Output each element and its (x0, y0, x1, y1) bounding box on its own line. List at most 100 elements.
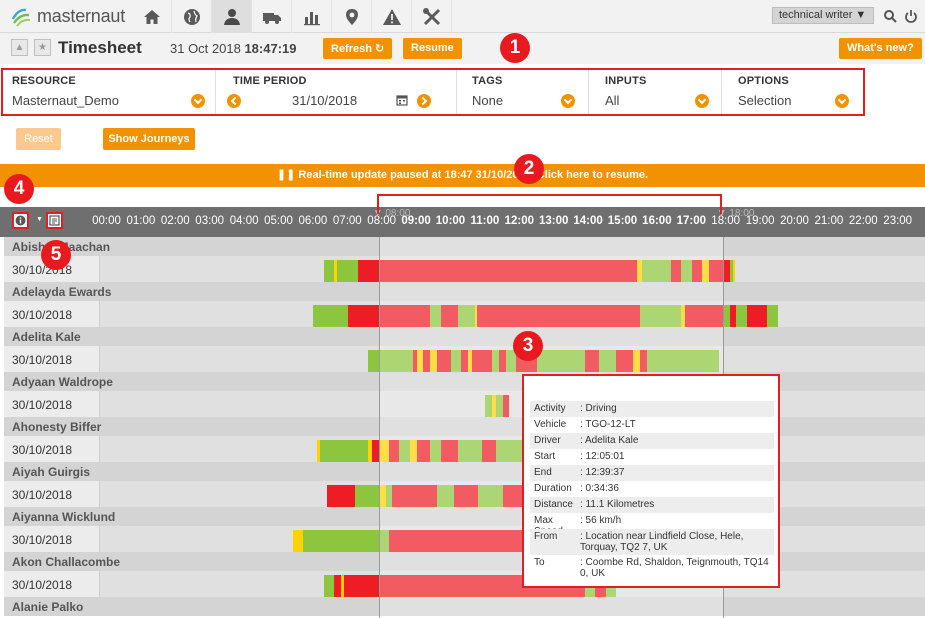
activity-segment[interactable] (416, 350, 424, 372)
activity-segment[interactable] (746, 305, 768, 327)
activity-segment[interactable] (440, 440, 458, 462)
activity-segment[interactable] (502, 395, 510, 417)
activity-segment[interactable] (536, 350, 586, 372)
activity-segment[interactable] (430, 305, 441, 327)
tags-dropdown-icon[interactable] (561, 94, 575, 108)
masternaut-logo[interactable]: masternaut (10, 4, 125, 28)
collapse-up-icon[interactable]: ▲ (11, 39, 28, 56)
activity-segment[interactable] (364, 260, 637, 282)
refresh-button[interactable]: Refresh ↻ (323, 38, 393, 59)
activity-segment[interactable] (485, 395, 493, 417)
activity-segment[interactable] (368, 350, 414, 372)
activity-segment[interactable] (437, 485, 455, 507)
activity-segment[interactable] (616, 350, 634, 372)
activity-segment[interactable] (378, 485, 386, 507)
bar-chart-icon[interactable] (292, 0, 332, 33)
power-icon[interactable] (904, 9, 918, 23)
activity-segment[interactable] (492, 350, 500, 372)
activity-segment[interactable] (492, 395, 496, 417)
activity-segment[interactable] (457, 440, 482, 462)
activity-segment[interactable] (476, 305, 641, 327)
show-journeys-button[interactable]: Show Journeys (103, 128, 195, 150)
driver-name-row[interactable]: Adyaan Waldrope (4, 372, 925, 391)
activity-segment[interactable] (378, 440, 389, 462)
activity-segment[interactable] (461, 350, 469, 372)
activity-segment[interactable] (640, 305, 682, 327)
activity-segment[interactable] (323, 575, 334, 597)
activity-segment[interactable] (333, 260, 338, 282)
range-handle[interactable]: ▼ 18:00 (717, 208, 755, 219)
activity-segment[interactable] (691, 260, 703, 282)
activity-segment[interactable] (681, 260, 692, 282)
activity-segment[interactable] (454, 485, 479, 507)
activity-segment[interactable] (437, 350, 451, 372)
time-period-filter[interactable]: TIME PERIOD 31/10/2018 (216, 67, 457, 115)
activity-segment[interactable] (389, 440, 400, 462)
activity-segment[interactable] (344, 575, 355, 597)
activity-segment[interactable] (450, 350, 462, 372)
activity-segment[interactable] (399, 440, 410, 462)
activity-segment[interactable] (416, 440, 431, 462)
activity-segment[interactable] (722, 305, 730, 327)
activity-segment[interactable] (430, 350, 438, 372)
activity-segment[interactable] (647, 350, 720, 372)
globe-icon[interactable] (172, 0, 212, 33)
activity-segment[interactable] (733, 260, 736, 282)
activity-segment[interactable] (471, 350, 493, 372)
activity-segment[interactable] (340, 575, 345, 597)
activity-segment[interactable] (327, 485, 355, 507)
activity-segment[interactable] (413, 350, 417, 372)
map-pin-icon[interactable] (332, 0, 372, 33)
truck-icon[interactable] (252, 0, 292, 33)
activity-segment[interactable] (409, 440, 417, 462)
activity-segment[interactable] (440, 305, 458, 327)
activity-segment[interactable] (681, 305, 685, 327)
activity-segment[interactable] (481, 440, 496, 462)
activity-segment[interactable] (729, 305, 737, 327)
activity-segment[interactable] (423, 350, 431, 372)
activity-segment[interactable] (505, 350, 517, 372)
activity-segment[interactable] (389, 530, 534, 552)
driver-name-row[interactable]: Adelayda Ewards (4, 282, 925, 301)
activity-segment[interactable] (303, 530, 390, 552)
activity-segment[interactable] (702, 260, 709, 282)
options-dropdown-icon[interactable] (835, 94, 849, 108)
realtime-paused-banner[interactable]: ❚❚ Real-time update paused at 18:47 31/1… (0, 164, 925, 187)
driver-name-row[interactable]: Ahonesty Biffer (4, 417, 925, 436)
activity-segment[interactable] (323, 260, 334, 282)
activity-segment[interactable] (371, 440, 379, 462)
activity-segment[interactable] (636, 260, 642, 282)
activity-segment[interactable] (671, 260, 682, 282)
activity-segment[interactable] (641, 260, 672, 282)
driver-name-row[interactable]: Aiyah Guirgis (4, 462, 925, 481)
inputs-filter[interactable]: INPUTS All (589, 67, 722, 115)
resume-button[interactable]: Resume (403, 38, 462, 59)
activity-segment[interactable] (368, 440, 372, 462)
caret-down-icon[interactable]: ▼ (36, 216, 43, 223)
inputs-dropdown-icon[interactable] (695, 94, 709, 108)
activity-segment[interactable] (392, 485, 438, 507)
activity-segment[interactable] (292, 530, 303, 552)
calendar-icon[interactable] (396, 94, 408, 106)
person-icon[interactable] (212, 0, 252, 33)
activity-segment[interactable] (640, 350, 647, 372)
activity-segment[interactable] (495, 395, 503, 417)
activity-segment[interactable] (316, 440, 321, 462)
activity-segment[interactable] (499, 350, 506, 372)
resource-filter[interactable]: RESOURCE Masternaut_Demo (2, 67, 216, 115)
previous-day-icon[interactable] (227, 94, 241, 108)
activity-segment[interactable] (337, 260, 359, 282)
activity-segment[interactable] (633, 350, 641, 372)
activity-segment[interactable] (736, 305, 747, 327)
activity-segment[interactable] (684, 305, 723, 327)
activity-segment[interactable] (468, 350, 472, 372)
activity-segment[interactable] (767, 305, 778, 327)
tags-filter[interactable]: TAGS None (457, 67, 589, 115)
activity-segment[interactable] (475, 305, 478, 327)
activity-segment[interactable] (347, 305, 431, 327)
next-day-icon[interactable] (417, 94, 431, 108)
options-filter[interactable]: OPTIONS Selection (722, 67, 862, 115)
activity-segment[interactable] (320, 440, 369, 462)
resource-dropdown-icon[interactable] (191, 94, 205, 108)
driver-name-row[interactable]: Adelita Kale (4, 327, 925, 346)
